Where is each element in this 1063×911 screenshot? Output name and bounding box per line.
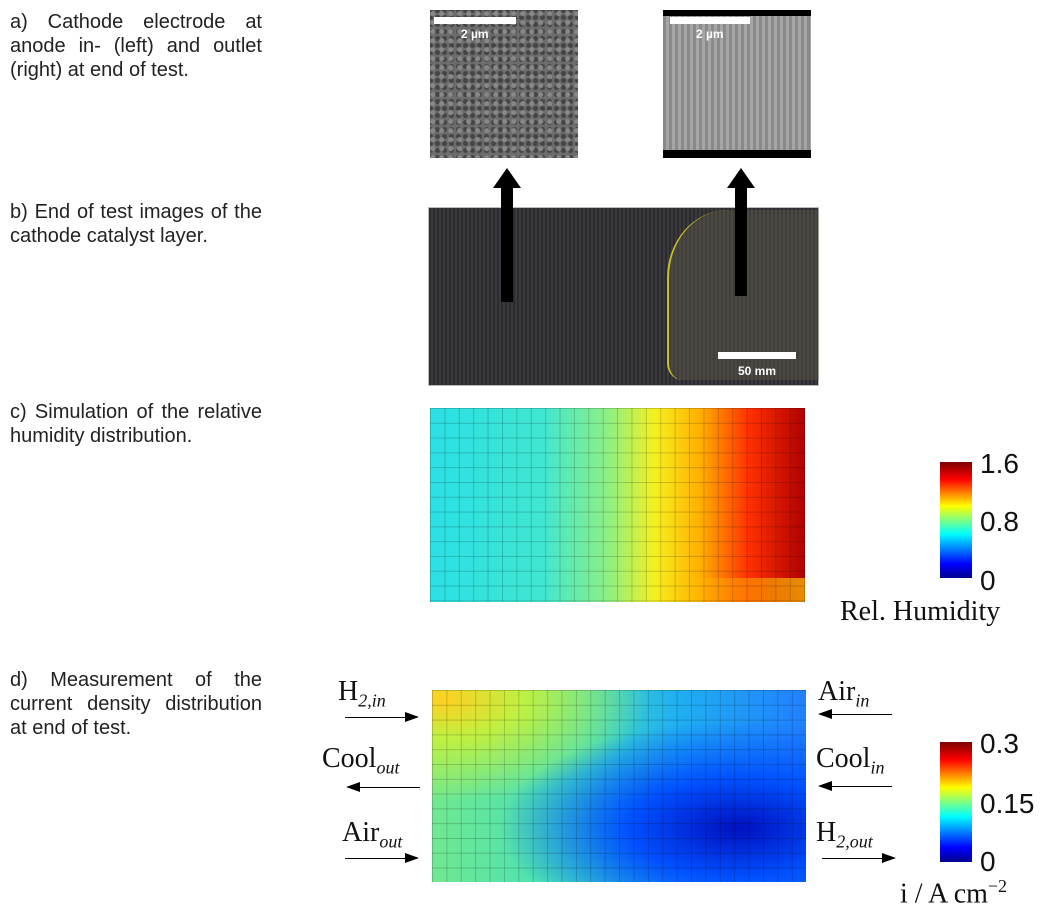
flow-label: Airout	[342, 817, 402, 853]
colorbar-tick: 0	[980, 846, 996, 878]
caption: c) Simulation of the relative humidity d…	[10, 400, 262, 448]
flow-label: Coolout	[322, 743, 399, 779]
colorbar-tick: 0.3	[980, 728, 1019, 760]
flow-label: Airin	[818, 676, 869, 712]
caption: d) Measurement of the current density di…	[10, 668, 262, 740]
flow-label: H2,in	[338, 676, 386, 712]
colorbar	[940, 462, 972, 578]
flow-arrow	[822, 858, 894, 859]
colorbar-label: Rel. Humidity	[840, 596, 1000, 628]
flow-base: Air	[342, 817, 379, 848]
arrow-head	[493, 168, 521, 188]
flow-arrow	[345, 717, 417, 718]
flow-base: Cool	[322, 743, 376, 774]
caption: a) Cathode electrode at anode in- (left)…	[10, 10, 262, 82]
colorbar-tick: 0	[980, 565, 996, 597]
flow-sub: 2,in	[358, 691, 386, 711]
page: a) Cathode electrode at anode in- (left)…	[0, 0, 1063, 911]
flow-label: Coolin	[816, 743, 884, 779]
arrow-head	[727, 168, 755, 188]
arrow	[735, 186, 747, 296]
caption: b) End of test images of the cathode cat…	[10, 200, 262, 248]
sem-image	[663, 10, 811, 158]
scale-text: 2 µm	[696, 27, 724, 41]
colorbar	[940, 742, 972, 862]
scale-text: 2 µm	[461, 27, 489, 41]
current-density-map	[432, 690, 806, 882]
scale-bar	[670, 17, 750, 24]
flow-arrow	[820, 786, 892, 787]
label-text: i / A cm	[900, 878, 988, 909]
colorbar-tick: 0.8	[980, 506, 1019, 538]
colorbar-tick: 1.6	[980, 448, 1019, 480]
flow-base: Cool	[816, 743, 870, 774]
sem-image	[430, 10, 578, 158]
arrow	[501, 186, 513, 302]
scale-bar	[434, 17, 516, 24]
flow-label: H2,out	[816, 817, 873, 853]
flow-arrow	[820, 714, 892, 715]
flow-sub: out	[379, 832, 402, 852]
scale-bar	[718, 352, 796, 359]
colorbar-tick: 0.15	[980, 788, 1035, 820]
flow-base: H	[816, 817, 836, 848]
flow-sub: in	[855, 691, 869, 711]
colorbar-label: i / A cm−2	[900, 876, 1007, 910]
catalyst-image	[428, 207, 819, 386]
flow-arrow	[345, 858, 417, 859]
flow-sub: in	[870, 758, 884, 778]
flow-base: H	[338, 676, 358, 707]
flow-arrow	[348, 787, 420, 788]
scale-text: 50 mm	[738, 364, 776, 378]
humidity-map	[430, 408, 805, 602]
flow-base: Air	[818, 676, 855, 707]
label-sup: −2	[988, 876, 1007, 896]
flow-sub: out	[376, 758, 399, 778]
flow-sub: 2,out	[836, 832, 873, 852]
